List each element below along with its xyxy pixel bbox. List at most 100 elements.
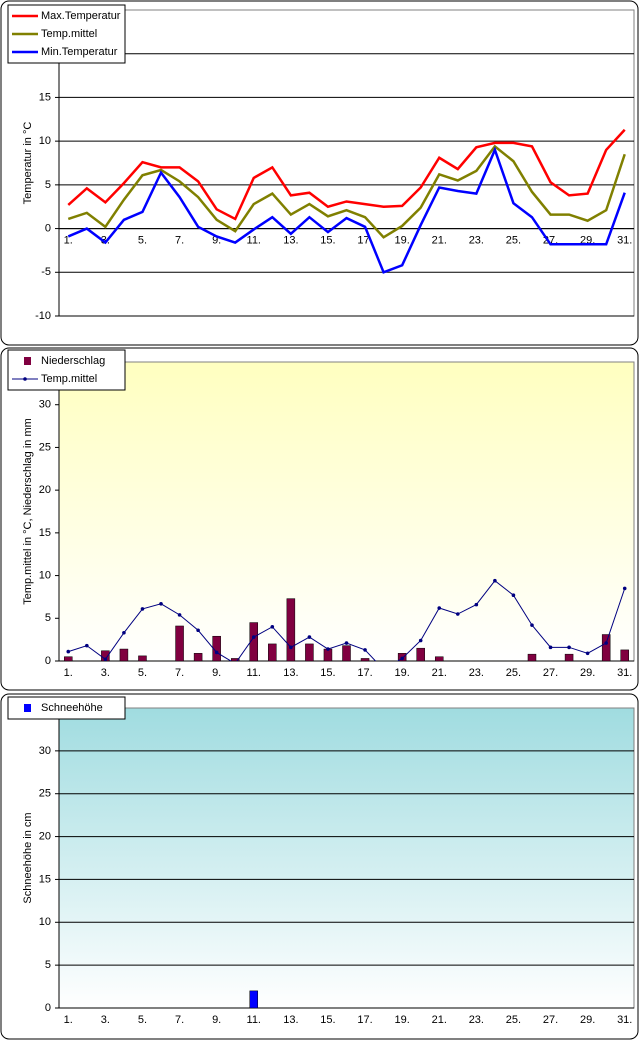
x-tick-label: 5. bbox=[138, 1014, 147, 1026]
x-tick-label: 19. bbox=[394, 234, 409, 246]
y-tick-label: -10 bbox=[35, 310, 51, 322]
x-tick-label: 25. bbox=[506, 667, 521, 679]
bar bbox=[138, 655, 147, 662]
bar bbox=[193, 653, 203, 662]
x-tick-label: 11. bbox=[247, 667, 261, 679]
marker bbox=[474, 602, 479, 607]
x-tick-label: 21. bbox=[432, 1014, 447, 1026]
y-tick-label: 10 bbox=[39, 569, 51, 581]
marker bbox=[344, 641, 349, 645]
bar bbox=[249, 622, 259, 662]
bar bbox=[434, 656, 444, 662]
marker bbox=[437, 606, 442, 610]
x-tick-label: 27. bbox=[543, 1014, 558, 1026]
y-tick-label: 5 bbox=[45, 612, 51, 624]
x-tick-label: 5. bbox=[138, 234, 147, 246]
y-tick-label: 20 bbox=[39, 484, 51, 496]
marker bbox=[289, 645, 293, 650]
marker bbox=[85, 643, 89, 648]
marker bbox=[455, 612, 460, 616]
marker bbox=[66, 649, 71, 654]
bar bbox=[175, 625, 184, 662]
x-tick-label: 27. bbox=[543, 667, 558, 679]
y-tick-label: 5 bbox=[45, 959, 51, 971]
line bbox=[67, 144, 626, 239]
legend-swatch bbox=[24, 357, 31, 365]
x-tick-label: 9. bbox=[212, 1014, 221, 1026]
marker bbox=[122, 631, 126, 635]
marker bbox=[400, 656, 404, 661]
bar bbox=[64, 656, 73, 662]
x-tick-label: 1. bbox=[64, 1014, 73, 1026]
marker bbox=[177, 613, 182, 617]
legend-label: Temp.mittel bbox=[41, 373, 97, 385]
x-tick-label: 23. bbox=[469, 667, 484, 679]
marker bbox=[548, 645, 553, 650]
y-tick-label: 25 bbox=[39, 441, 51, 453]
legend-label: Schneehöhe bbox=[41, 702, 103, 714]
marker bbox=[363, 648, 367, 652]
marker bbox=[251, 635, 256, 639]
x-tick-label: 1. bbox=[64, 234, 73, 246]
y-axis-title: Temperatur in °C bbox=[22, 122, 34, 205]
x-tick-label: 31. bbox=[617, 234, 632, 246]
marker bbox=[307, 635, 312, 639]
y-tick-label: 0 bbox=[45, 655, 51, 667]
bar bbox=[286, 598, 296, 662]
marker bbox=[493, 578, 497, 583]
x-tick-label: 13. bbox=[283, 1014, 298, 1026]
x-tick-label: 9. bbox=[212, 234, 221, 246]
plot-area bbox=[58, 707, 635, 1009]
x-tick-label: 31. bbox=[617, 1014, 632, 1026]
x-tick-label: 17. bbox=[357, 1014, 372, 1026]
marker bbox=[326, 647, 330, 651]
y-tick-label: 5 bbox=[45, 179, 51, 191]
marker bbox=[196, 628, 200, 633]
bar bbox=[305, 643, 314, 662]
x-tick-label: 13. bbox=[283, 234, 298, 246]
x-tick-label: 5. bbox=[138, 667, 147, 679]
bar bbox=[212, 635, 221, 662]
y-axis-title: Schneehöhe in cm bbox=[22, 812, 34, 903]
x-tick-label: 15. bbox=[320, 1014, 335, 1026]
marker bbox=[103, 657, 108, 661]
bar bbox=[230, 658, 240, 662]
legend bbox=[7, 696, 126, 720]
bar bbox=[601, 634, 611, 662]
marker bbox=[270, 625, 275, 629]
x-tick-label: 11. bbox=[247, 1014, 261, 1026]
legend-label: Niederschlag bbox=[41, 355, 105, 367]
x-tick-label: 3. bbox=[101, 234, 110, 246]
x-tick-label: 1. bbox=[64, 667, 73, 679]
x-tick-label: 11. bbox=[247, 234, 261, 246]
marker bbox=[214, 650, 219, 655]
y-tick-label: 15 bbox=[39, 873, 51, 885]
x-tick-label: 13. bbox=[283, 667, 298, 679]
y-tick-label: -5 bbox=[41, 266, 51, 278]
x-tick-label: 15. bbox=[320, 667, 335, 679]
marker bbox=[140, 607, 145, 611]
legend-swatch bbox=[24, 704, 31, 712]
line bbox=[67, 146, 626, 274]
y-tick-label: 30 bbox=[39, 399, 51, 411]
x-tick-label: 23. bbox=[469, 234, 484, 246]
x-tick-label: 25. bbox=[506, 234, 521, 246]
x-tick-label: 3. bbox=[101, 667, 110, 679]
x-tick-label: 17. bbox=[357, 667, 372, 679]
marker bbox=[530, 623, 534, 627]
bar bbox=[119, 648, 129, 662]
line bbox=[67, 128, 626, 221]
bar bbox=[342, 645, 351, 662]
x-tick-label: 21. bbox=[432, 234, 447, 246]
y-tick-label: 20 bbox=[39, 830, 51, 842]
bar bbox=[416, 647, 425, 662]
y-tick-label: 0 bbox=[45, 222, 51, 234]
marker bbox=[511, 593, 516, 598]
bar bbox=[564, 653, 574, 662]
legend-swatch bbox=[23, 377, 27, 381]
marker bbox=[159, 601, 163, 606]
marker bbox=[585, 651, 590, 656]
y-tick-label: 0 bbox=[45, 1002, 51, 1014]
marker bbox=[604, 641, 608, 645]
